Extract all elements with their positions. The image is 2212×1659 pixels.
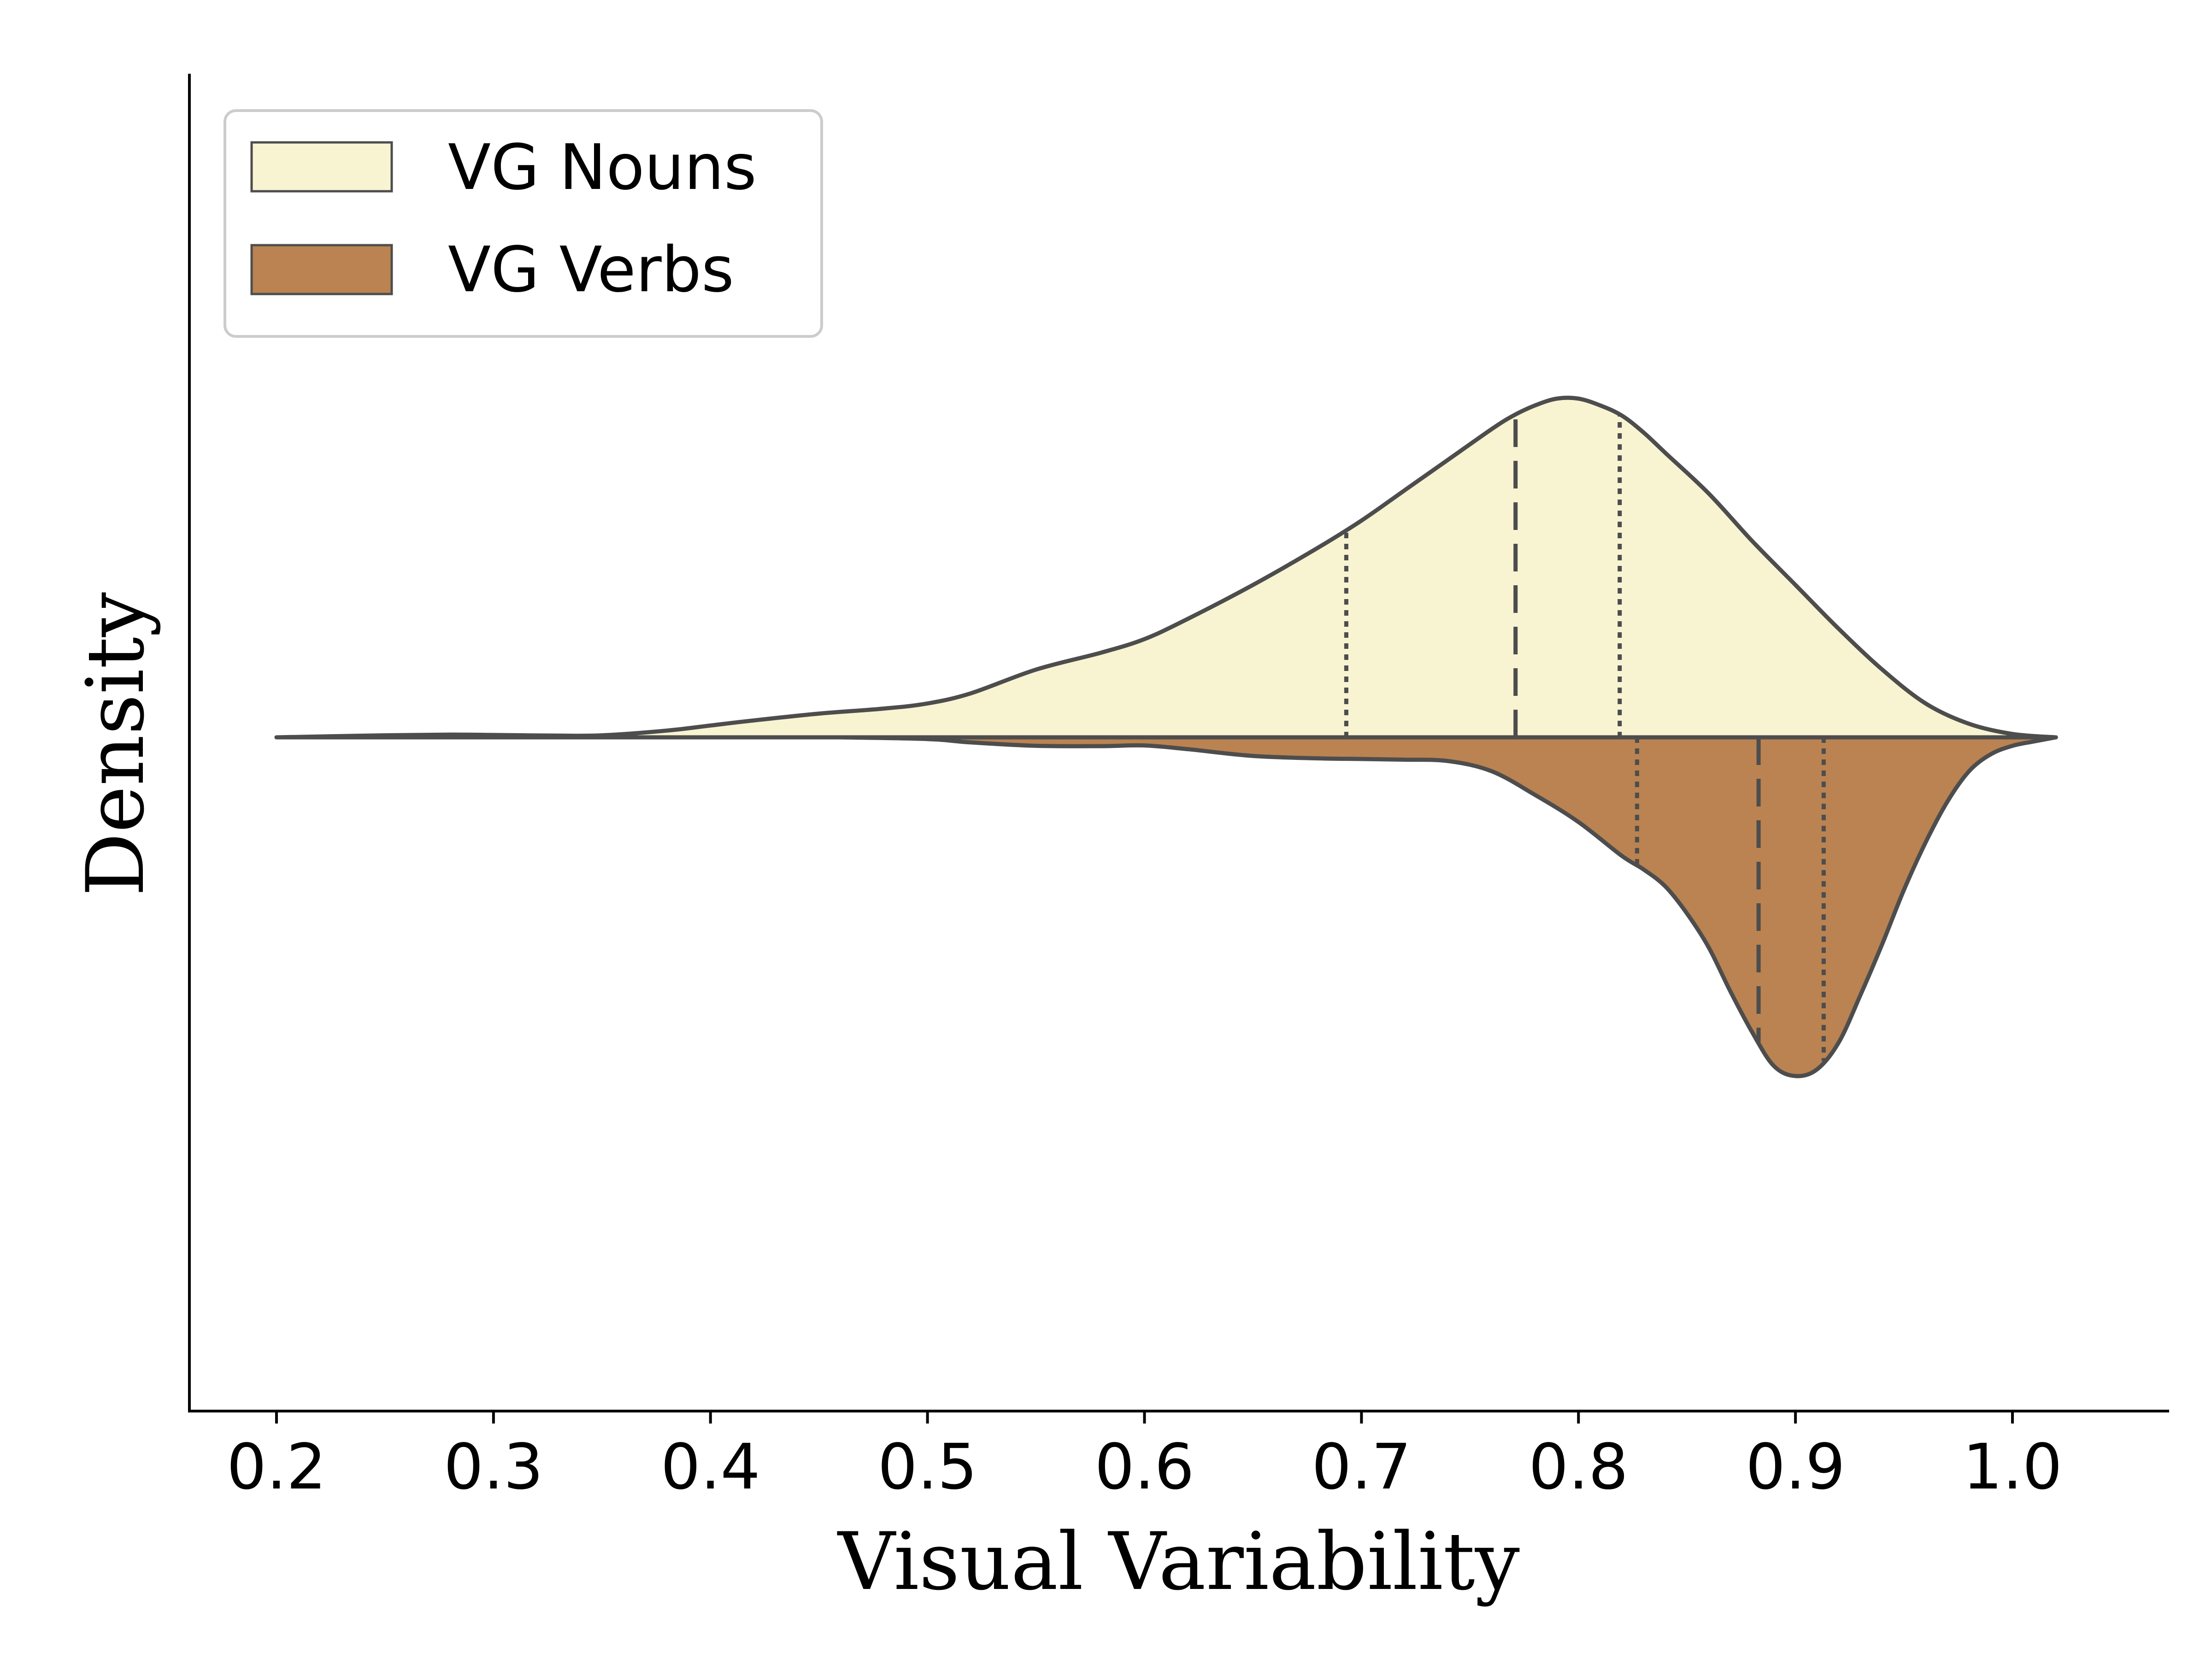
x-tick-label: 0.9	[1746, 1431, 1845, 1504]
legend: VG Nouns VG Verbs	[224, 109, 823, 338]
violin-vg-verbs	[838, 735, 2058, 1078]
x-tick-label: 0.3	[444, 1431, 543, 1504]
x-tick-label: 0.4	[661, 1431, 760, 1504]
legend-swatch-vg-verbs	[250, 244, 393, 295]
violin-plot-area	[274, 395, 2058, 1078]
x-axis-ticks: 0.2 0.3 0.4 0.5 0.6 0.7 0.8 0.9 1.0	[227, 1411, 2062, 1504]
x-tick-label: 1.0	[1963, 1431, 2062, 1504]
x-tick-label: 0.6	[1094, 1431, 1194, 1504]
violin-vg-nouns	[274, 395, 2058, 740]
legend-label-vg-verbs: VG Verbs	[448, 234, 734, 306]
legend-swatch-vg-nouns	[250, 141, 393, 193]
x-tick-label: 0.2	[227, 1431, 326, 1504]
x-tick-label: 0.8	[1529, 1431, 1628, 1504]
x-tick-label: 0.5	[877, 1431, 977, 1504]
x-axis-title: Visual Variability	[837, 1515, 1520, 1608]
legend-label-vg-nouns: VG Nouns	[448, 131, 757, 204]
x-tick-label: 0.7	[1312, 1431, 1411, 1504]
y-axis-title: Density	[69, 592, 162, 896]
